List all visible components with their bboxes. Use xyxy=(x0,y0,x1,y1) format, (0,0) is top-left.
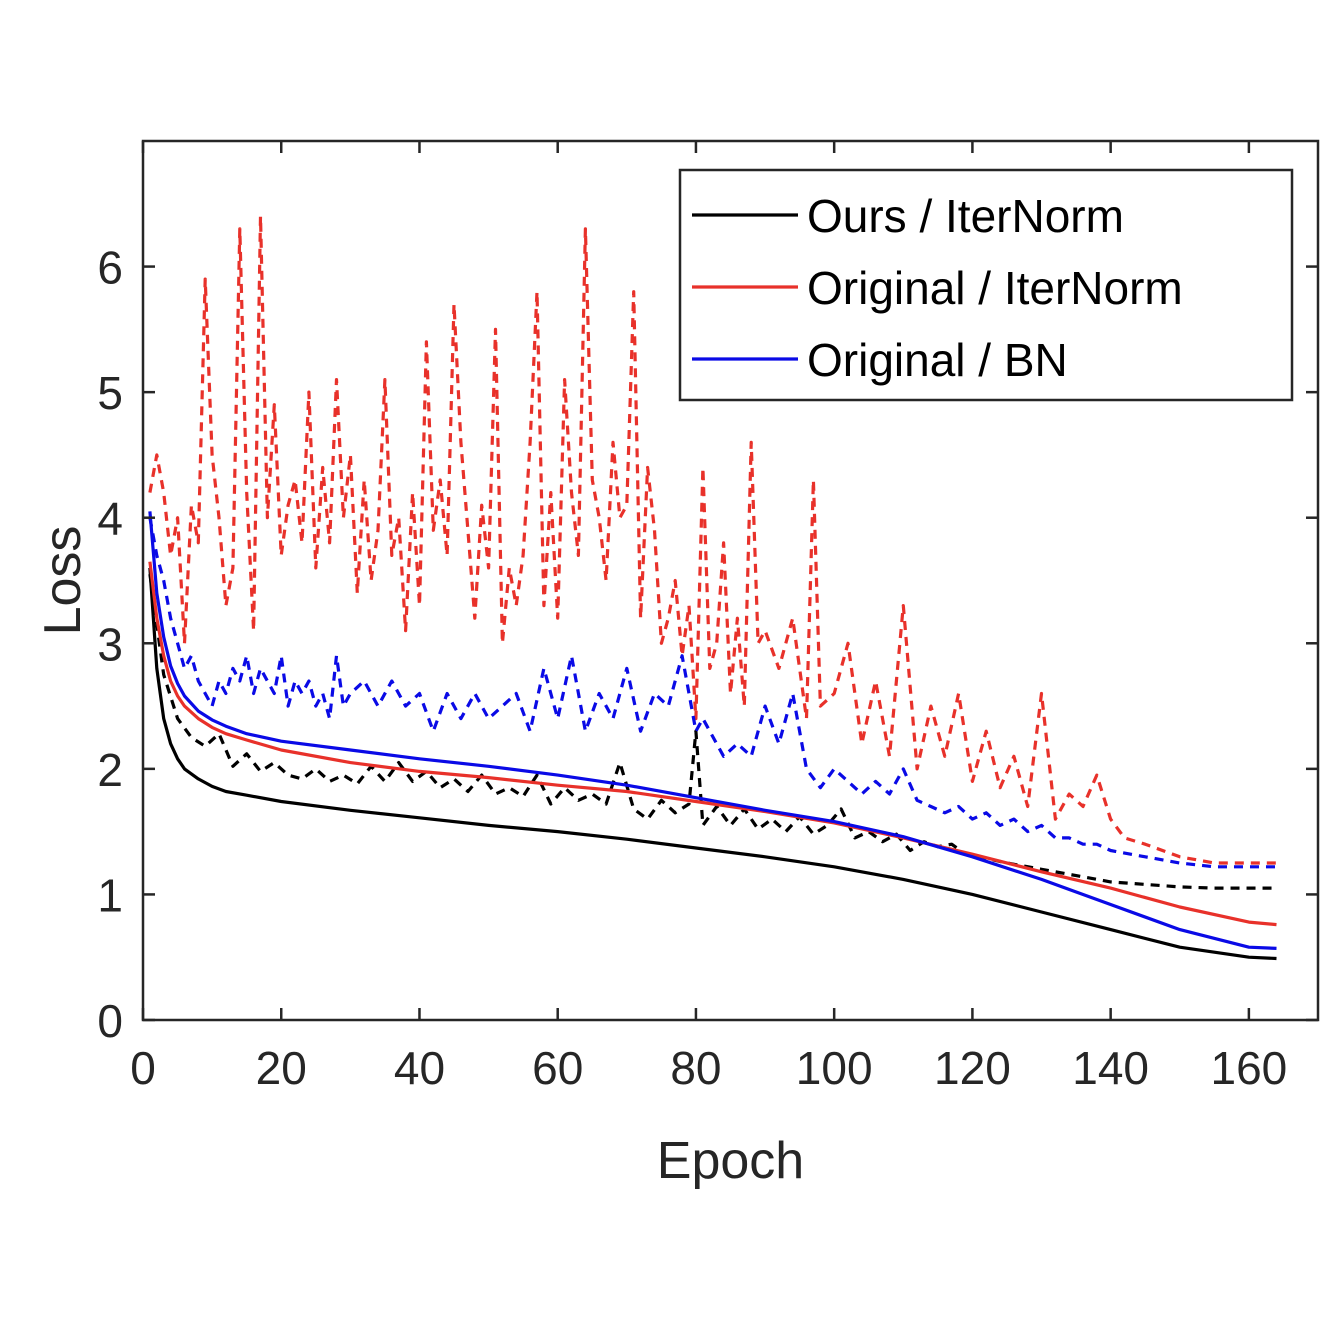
x-axis-title: Epoch xyxy=(657,1132,804,1190)
y-tick-label: 1 xyxy=(97,869,123,921)
x-tick-label: 80 xyxy=(670,1042,721,1094)
x-axis: 0 20 40 60 80 100 120 140 160 xyxy=(130,141,1287,1094)
x-tick-label: 100 xyxy=(796,1042,873,1094)
x-tick-label: 0 xyxy=(130,1042,156,1094)
x-tick-label: 160 xyxy=(1211,1042,1288,1094)
legend-box xyxy=(678,168,1294,402)
legend-label: Ours / IterNorm xyxy=(807,190,1124,242)
x-tick-label: 20 xyxy=(256,1042,307,1094)
original-iternorm-line xyxy=(148,561,1277,927)
ours-iternorm-line xyxy=(148,567,1277,961)
x-tick-label: 60 xyxy=(532,1042,583,1094)
y-tick-label: 6 xyxy=(97,242,123,294)
plot-lines xyxy=(148,214,1277,961)
y-tick-label: 4 xyxy=(97,493,123,545)
y-axis: 0 1 2 3 4 5 6 xyxy=(97,242,1318,1047)
x-tick-label: 140 xyxy=(1072,1042,1149,1094)
series-4-dashed-line xyxy=(148,214,1277,865)
series-5-dashed-line xyxy=(148,517,1277,869)
x-tick-label: 120 xyxy=(934,1042,1011,1094)
axes-frame xyxy=(141,139,1320,1022)
y-tick-label: 3 xyxy=(97,618,123,670)
y-axis-title: Loss xyxy=(34,526,92,636)
series-3-dashed-line xyxy=(148,573,1277,890)
original-bn-line xyxy=(148,511,1277,950)
y-tick-label: 0 xyxy=(97,995,123,1047)
y-tick-label: 2 xyxy=(97,744,123,796)
plot-area-border xyxy=(141,139,1320,1022)
legend-label: Original / BN xyxy=(807,334,1068,386)
y-tick-label: 5 xyxy=(97,367,123,419)
legend-label: Original / IterNorm xyxy=(807,262,1183,314)
legend: Ours / IterNorm Original / IterNorm Origin… xyxy=(678,168,1294,402)
x-tick-label: 40 xyxy=(394,1042,445,1094)
